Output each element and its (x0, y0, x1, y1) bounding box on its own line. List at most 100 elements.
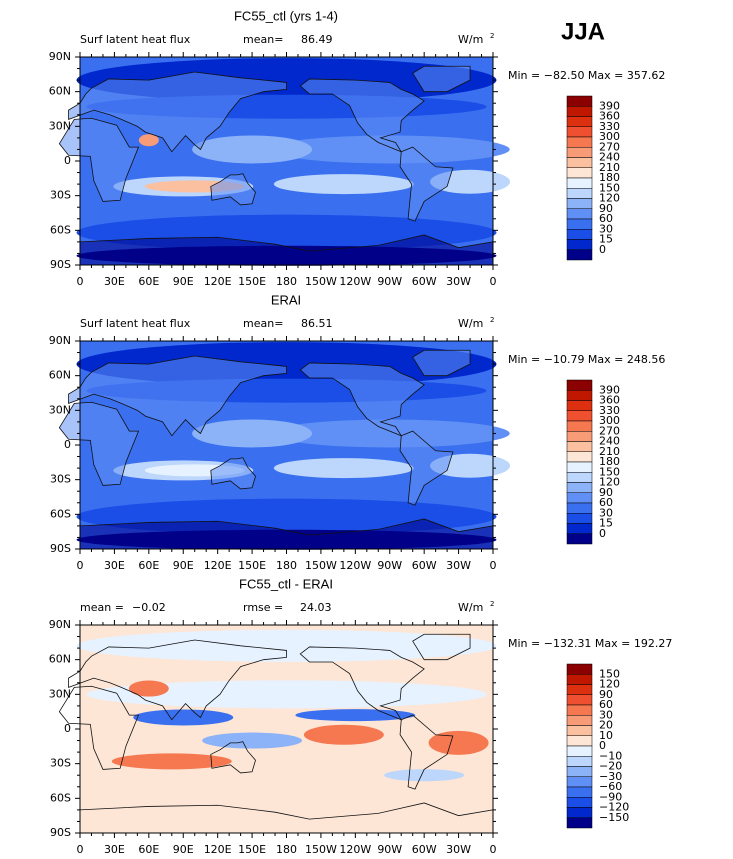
range: Min = −132.31 Max = 192.27 (508, 637, 672, 650)
colorbar-label: 60 (599, 496, 613, 509)
lat-label: 30N (49, 403, 71, 416)
colorbar-box (566, 379, 593, 391)
lon-label: 60W (412, 275, 437, 288)
lat-label: 0 (64, 154, 71, 167)
lon-label: 30W (446, 559, 471, 572)
lon-label: 120W (339, 559, 371, 572)
stat-value: 86.51 (301, 317, 333, 330)
colorbar-box (566, 786, 593, 798)
units-exponent: 2 (490, 600, 494, 608)
lat-label: 0 (64, 438, 71, 451)
colorbar-box (566, 441, 593, 452)
colorbar-label: 0 (599, 527, 606, 540)
field-patch (295, 709, 416, 722)
colorbar-box (566, 513, 593, 524)
colorbar-box (566, 715, 593, 726)
colorbar-label: −10 (599, 749, 622, 762)
colorbar-box (566, 420, 593, 432)
colorbar-label: 120 (599, 192, 620, 205)
lat-label: 30S (50, 189, 71, 202)
colorbar-box (566, 126, 593, 138)
colorbar-label: 0 (599, 739, 606, 752)
field-patch (192, 419, 313, 448)
colorbar-label: 270 (599, 424, 620, 437)
colorbar-label: 60 (599, 212, 613, 225)
colorbar-box (566, 136, 593, 148)
colorbar-label: 150 (599, 667, 620, 680)
field-patch (138, 134, 159, 147)
colorbar-box (566, 147, 593, 158)
panel-title: FC55_ctl (yrs 1-4) (234, 8, 338, 23)
lon-label: 180 (276, 559, 297, 572)
coastline (399, 430, 454, 506)
lat-label: 30S (50, 473, 71, 486)
variable-name: Surf latent heat flux (80, 317, 191, 330)
lon-label: 90E (173, 559, 194, 572)
panel: FC55_ctl - ERAI mean = −0.02 rmse = 24.03 W/m… (49, 576, 673, 856)
colorbar-box (566, 218, 593, 230)
colorbar-label: 210 (599, 161, 620, 174)
lon-label: 0 (77, 843, 84, 856)
colorbar-label: 90 (599, 486, 613, 499)
lon-label: 0 (490, 559, 497, 572)
colorbar-label: −150 (599, 811, 629, 824)
lon-label: 30W (446, 275, 471, 288)
colorbar-box (566, 735, 593, 747)
colorbar-label: 10 (599, 729, 613, 742)
stat-name: rmse = (243, 601, 283, 614)
colorbar-box (566, 684, 593, 695)
colorbar-box (566, 239, 593, 250)
colorbar-label: 240 (599, 435, 620, 448)
lon-label: 120E (204, 559, 232, 572)
lon-label: 150W (305, 559, 337, 572)
units: W/m (458, 601, 483, 614)
lat-label: 30S (50, 757, 71, 770)
coastline (210, 457, 256, 490)
coastline (210, 741, 256, 774)
field-patch (273, 458, 414, 479)
lon-label: 60E (138, 275, 159, 288)
colorbar-box (566, 694, 593, 706)
colorbar-box (566, 523, 593, 534)
coastline (58, 685, 140, 770)
colorbar-label: 300 (599, 414, 620, 427)
colorbar-label: 330 (599, 120, 620, 133)
colorbar-label: 120 (599, 476, 620, 489)
lon-label: 90W (377, 275, 402, 288)
lat-label: 90N (49, 334, 71, 347)
colorbar-label: 15 (599, 233, 613, 246)
colorbar-label: 150 (599, 181, 620, 194)
colorbar-label: −20 (599, 760, 622, 773)
units: W/m (458, 33, 483, 46)
colorbar-label: 390 (599, 383, 620, 396)
coastline (299, 362, 425, 437)
colorbar-box (566, 106, 593, 117)
stat-value: 86.49 (301, 33, 333, 46)
lon-label: 180 (276, 275, 297, 288)
colorbar-label: 60 (599, 698, 613, 711)
field-patch (384, 769, 465, 782)
colorbar-label: −120 (599, 801, 629, 814)
coastline (68, 355, 287, 437)
coastline (412, 349, 471, 377)
colorbar-box (566, 663, 593, 675)
colorbar-box (566, 451, 593, 463)
lat-label: 90S (50, 542, 71, 555)
colorbar-box (566, 167, 593, 179)
panel: ERAI Surf latent heat flux mean= 86.51 W/m 2 M… (49, 292, 666, 572)
colorbar-box (566, 704, 593, 716)
colorbar-label: 390 (599, 99, 620, 112)
colorbar-label: 300 (599, 130, 620, 143)
lat-label: 60S (50, 507, 71, 520)
colorbar-box (566, 208, 593, 220)
colorbar-box (566, 482, 593, 493)
stat-name: mean= (243, 317, 283, 330)
lat-label: 60N (49, 85, 71, 98)
colorbar-box (566, 725, 593, 736)
lon-label: 30W (446, 843, 471, 856)
units: W/m (458, 317, 483, 330)
colorbar-label: 0 (599, 243, 606, 256)
lat-label: 30N (49, 119, 71, 132)
colorbar-label: −90 (599, 790, 622, 803)
panel-title: ERAI (271, 292, 301, 307)
